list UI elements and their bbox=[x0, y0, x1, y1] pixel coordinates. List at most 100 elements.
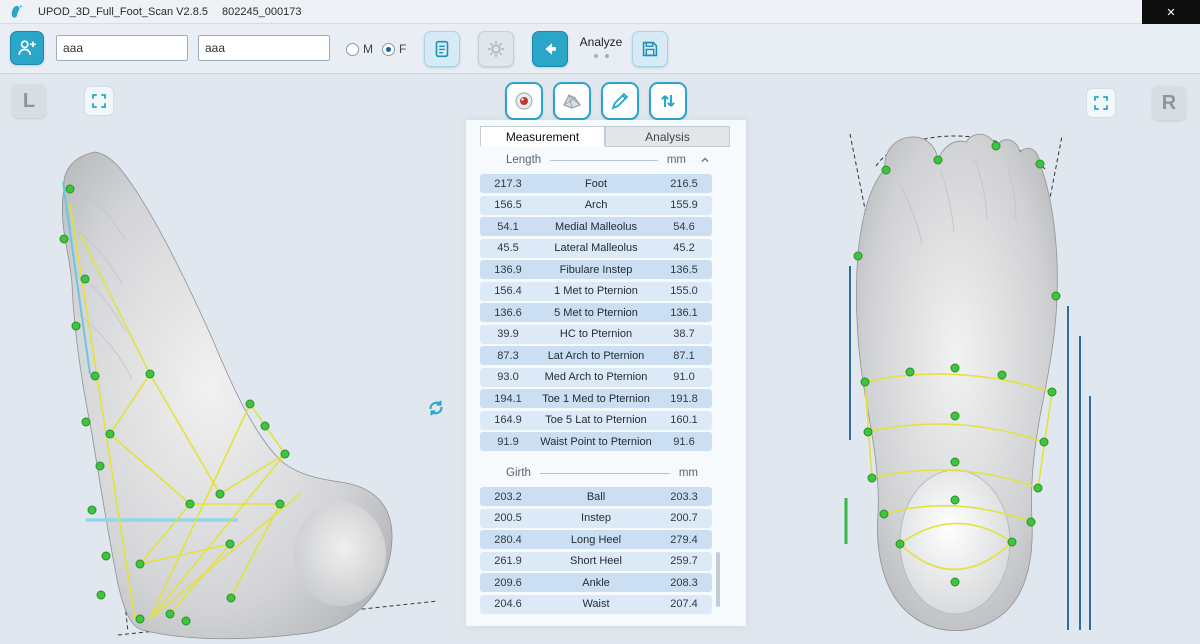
measurement-row[interactable]: 280.4 Long Heel 279.4 bbox=[480, 530, 712, 549]
left-foot-value: 45.5 bbox=[497, 242, 519, 254]
edit-button[interactable] bbox=[601, 82, 639, 120]
measurement-row[interactable]: 204.6 Waist 207.4 bbox=[480, 594, 712, 614]
gender-male-label: M bbox=[363, 42, 373, 56]
left-foot-value: 136.9 bbox=[494, 263, 522, 276]
measurement-row[interactable]: 54.1 Medial Malleolus 54.6 bbox=[480, 217, 712, 236]
measurement-row[interactable]: 136.6 5 Met to Pternion 136.1 bbox=[480, 303, 712, 322]
right-foot-value: 45.2 bbox=[673, 242, 695, 254]
right-expand-button[interactable] bbox=[1086, 88, 1116, 118]
length-section-header: Length mm bbox=[480, 152, 712, 168]
measurement-name: Arch bbox=[584, 199, 608, 211]
measurement-name: Med Arch to Pternion bbox=[544, 371, 648, 383]
right-foot-value: 136.5 bbox=[670, 263, 698, 276]
tab-measurement[interactable]: Measurement bbox=[480, 126, 605, 147]
measurement-row[interactable]: 156.5 Arch 155.9 bbox=[480, 195, 712, 215]
report-icon bbox=[435, 40, 449, 58]
mesh-ridges bbox=[899, 158, 1017, 245]
measurement-row[interactable]: 200.5 Instep 200.7 bbox=[480, 508, 712, 528]
expand-icon bbox=[92, 94, 106, 108]
measurement-row[interactable]: 209.6 Ankle 208.3 bbox=[480, 573, 712, 592]
analyze-status: Analyze bbox=[576, 35, 626, 58]
left-expand-button[interactable] bbox=[84, 86, 114, 116]
length-title: Length bbox=[506, 154, 542, 166]
right-foot-value: 155.9 bbox=[670, 199, 698, 211]
left-foot-value: 204.6 bbox=[494, 598, 522, 610]
measurement-row[interactable]: 93.0 Med Arch to Pternion 91.0 bbox=[480, 367, 712, 387]
save-button[interactable] bbox=[632, 31, 668, 67]
measurement-row[interactable]: 91.9 Waist Point to Pternion 91.6 bbox=[480, 432, 712, 451]
header-divider bbox=[539, 472, 670, 474]
right-foot-scan-viewport[interactable] bbox=[750, 74, 1200, 644]
report-button[interactable] bbox=[424, 31, 460, 67]
back-button[interactable] bbox=[532, 31, 568, 67]
right-foot-value: 191.8 bbox=[670, 392, 698, 405]
page-dots bbox=[576, 54, 626, 58]
gear-icon bbox=[488, 41, 504, 57]
app-title: UPOD_3D_Full_Foot_Scan V2.8.5 bbox=[38, 5, 208, 18]
measurement-name: Toe 1 Med to Pternion bbox=[542, 392, 650, 405]
sync-views-button[interactable] bbox=[424, 396, 448, 420]
measurement-row[interactable]: 261.9 Short Heel 259.7 bbox=[480, 551, 712, 571]
mesh-ridges bbox=[65, 183, 133, 380]
back-arrow-icon bbox=[545, 43, 556, 55]
panel-scrollbar[interactable] bbox=[716, 552, 720, 607]
mesh-icon bbox=[563, 94, 581, 109]
measurement-row[interactable]: 87.3 Lat Arch to Pternion 87.1 bbox=[480, 346, 712, 365]
compare-button[interactable] bbox=[649, 82, 687, 120]
gender-female-radio[interactable]: F bbox=[382, 42, 406, 56]
mesh-view-button[interactable] bbox=[553, 82, 591, 120]
save-icon bbox=[642, 41, 658, 57]
gender-female-label: F bbox=[399, 42, 407, 56]
first-name-input[interactable] bbox=[56, 35, 188, 61]
right-view-letter: R bbox=[1161, 91, 1177, 114]
right-foot-value: 216.5 bbox=[670, 177, 698, 190]
settings-button[interactable] bbox=[478, 31, 514, 67]
left-foot-value: 156.5 bbox=[494, 199, 522, 211]
measurement-row[interactable]: 217.3 Foot 216.5 bbox=[480, 174, 712, 193]
close-button[interactable]: ✕ bbox=[1142, 0, 1200, 24]
measurement-name: Fibulare Instep bbox=[559, 263, 633, 276]
measurement-row[interactable]: 194.1 Toe 1 Med to Pternion 191.8 bbox=[480, 389, 712, 408]
girth-section-header: Girth mm bbox=[480, 465, 712, 481]
gender-male-radio[interactable]: M bbox=[346, 42, 373, 56]
add-patient-button[interactable] bbox=[10, 31, 44, 65]
measurement-name: Short Heel bbox=[570, 555, 622, 567]
right-foot-value: 160.1 bbox=[670, 414, 698, 426]
right-foot-value: 87.1 bbox=[673, 349, 695, 362]
left-foot-value: 261.9 bbox=[494, 555, 522, 567]
left-foot-value: 87.3 bbox=[497, 349, 519, 362]
measurement-row[interactable]: 39.9 HC to Pternion 38.7 bbox=[480, 324, 712, 344]
measurement-name: Waist Point to Pternion bbox=[540, 435, 652, 448]
measurement-name: 5 Met to Pternion bbox=[554, 306, 638, 319]
right-foot-value: 279.4 bbox=[670, 533, 698, 546]
left-foot-scan-viewport[interactable] bbox=[0, 74, 460, 644]
swap-arrows-icon bbox=[661, 95, 675, 107]
right-foot-value: 155.0 bbox=[670, 285, 698, 297]
girth-unit: mm bbox=[678, 467, 698, 479]
scan-id: 802245_000173 bbox=[221, 5, 302, 18]
left-foot-value: 39.9 bbox=[497, 328, 519, 340]
right-view-label: R bbox=[1152, 86, 1186, 120]
collapse-icon[interactable] bbox=[700, 155, 710, 165]
measurement-row[interactable]: 136.9 Fibulare Instep 136.5 bbox=[480, 260, 712, 279]
measurement-name: Ankle bbox=[582, 576, 610, 589]
main-toolbar: M F Analyze bbox=[0, 24, 1200, 74]
measurement-row[interactable]: 45.5 Lateral Malleolus 45.2 bbox=[480, 238, 712, 258]
heel-shading bbox=[294, 502, 386, 606]
scan-view-button[interactable] bbox=[505, 82, 543, 120]
title-bar: UPOD_3D_Full_Foot_Scan V2.8.5 802245_000… bbox=[0, 0, 1200, 24]
measurement-row[interactable]: 203.2 Ball 203.3 bbox=[480, 487, 712, 506]
measurement-name: Waist bbox=[582, 598, 610, 610]
measurement-row[interactable]: 156.4 1 Met to Pternion 155.0 bbox=[480, 281, 712, 301]
right-foot-value: 200.7 bbox=[670, 512, 698, 524]
measurement-name: 1 Met to Pternion bbox=[554, 285, 638, 297]
measurement-row[interactable]: 164.9 Toe 5 Lat to Pternion 160.1 bbox=[480, 410, 712, 430]
add-user-icon bbox=[18, 40, 36, 55]
girth-rows: 203.2 Ball 203.3 200.5 Instep 200.7 280.… bbox=[480, 487, 712, 614]
tab-analysis[interactable]: Analysis bbox=[605, 126, 730, 147]
eye-ball-icon bbox=[515, 92, 533, 110]
last-name-input[interactable] bbox=[198, 35, 330, 61]
expand-icon bbox=[1094, 96, 1108, 110]
girth-title: Girth bbox=[506, 467, 531, 479]
right-foot-value: 203.3 bbox=[670, 490, 698, 503]
